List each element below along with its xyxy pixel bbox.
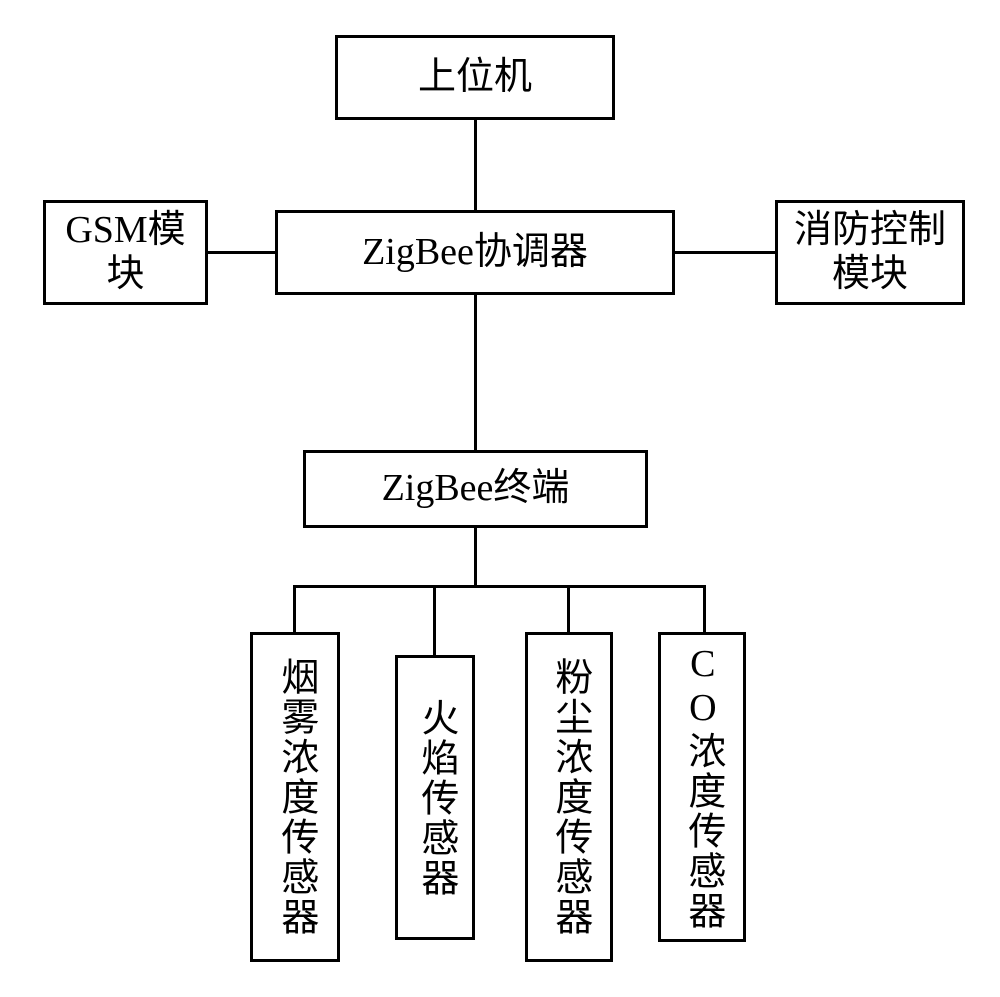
edge-host-coordinator — [474, 120, 477, 210]
node-terminal: ZigBee终端 — [303, 450, 648, 528]
node-smoke-sensor: 烟雾浓度传感器 — [250, 632, 340, 962]
node-dust-sensor: 粉尘浓度传感器 — [525, 632, 613, 962]
node-gsm: GSM模 块 — [43, 200, 208, 305]
node-co-sensor-label: CO浓度传感器 — [680, 635, 724, 939]
edge-bus-co — [703, 585, 706, 632]
node-dust-sensor-label: 粉尘浓度传感器 — [547, 635, 591, 959]
node-gsm-label: GSM模 块 — [65, 209, 185, 296]
node-flame-sensor: 火焰传感器 — [395, 655, 475, 940]
node-coordinator-label: ZigBee协调器 — [362, 231, 588, 275]
system-diagram: 上位机 GSM模 块 ZigBee协调器 消防控制 模块 ZigBee终端 烟雾… — [0, 0, 1000, 997]
edge-bus-flame — [433, 585, 436, 655]
node-host: 上位机 — [335, 35, 615, 120]
edge-coordinator-terminal — [474, 295, 477, 450]
node-flame-sensor-label: 火焰传感器 — [413, 658, 457, 937]
edge-bus-dust — [567, 585, 570, 632]
node-terminal-label: ZigBee终端 — [382, 467, 570, 511]
node-fire-control: 消防控制 模块 — [775, 200, 965, 305]
node-co-sensor: CO浓度传感器 — [658, 632, 746, 942]
node-coordinator: ZigBee协调器 — [275, 210, 675, 295]
node-fire-control-label: 消防控制 模块 — [794, 209, 946, 296]
node-host-label: 上位机 — [418, 56, 532, 100]
edge-bus-smoke — [293, 585, 296, 632]
edge-coordinator-fire — [675, 251, 775, 254]
edge-terminal-bus — [474, 528, 477, 588]
node-smoke-sensor-label: 烟雾浓度传感器 — [273, 635, 317, 959]
edge-gsm-coordinator — [208, 251, 275, 254]
edge-bus — [293, 585, 706, 588]
